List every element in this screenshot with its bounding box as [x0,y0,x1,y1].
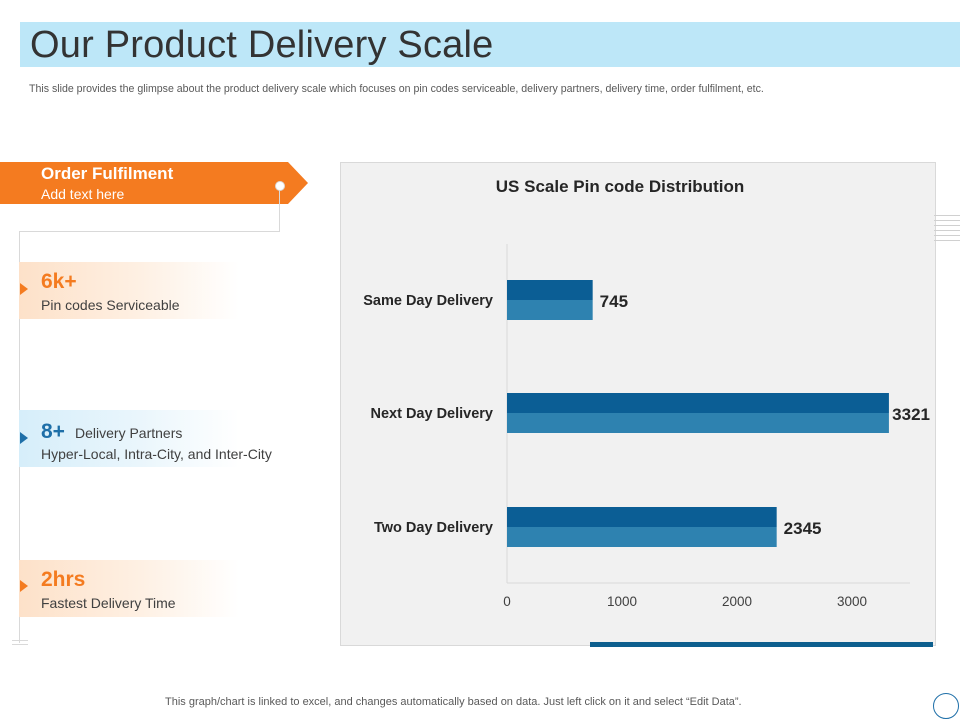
stat-value: 6k+ [41,270,77,293]
stat-label: Fastest Delivery Time [41,595,176,611]
connector-line [279,186,280,232]
timeline-end-tick [12,644,28,645]
stat-inline-label: Delivery Partners [75,425,183,441]
decorative-lines [934,215,960,245]
title-band [0,22,960,67]
triangle-bullet-icon [20,580,28,592]
stat-value: 2hrs [41,568,86,591]
x-tick-label: 0 [503,594,511,609]
bar-chart[interactable]: US Scale Pin code Distribution Same Day … [340,162,936,646]
data-label: 3321 [892,405,930,424]
divider-line [19,231,280,232]
triangle-bullet-icon [20,283,28,295]
bar-bottom-two-day-delivery [507,527,777,547]
category-label: Two Day Delivery [374,520,493,536]
category-label: Next Day Delivery [370,406,493,422]
bar-top-same-day-delivery [507,280,593,300]
order-fulfilment-banner [0,162,308,204]
footer-note: This graph/chart is linked to excel, and… [165,696,742,708]
stat-card-pin-codes [19,262,239,319]
bar-next-day-delivery[interactable] [507,393,889,433]
chart-title: US Scale Pin code Distribution [496,177,744,196]
timeline-end-tick [12,640,28,641]
banner-subtitle: Add text here [41,186,125,202]
data-label: 2345 [784,519,822,538]
category-label: Same Day Delivery [363,293,493,309]
page-subtitle: This slide provides the glimpse about th… [29,83,764,95]
triangle-bullet-icon [20,432,28,444]
bar-top-two-day-delivery [507,507,777,527]
stat-value: 8+ [41,420,65,443]
accent-bar [590,642,933,647]
bar-same-day-delivery[interactable] [507,280,593,320]
stat-label: Hyper-Local, Intra-City, and Inter-City [41,446,272,462]
x-tick-label: 1000 [607,594,637,609]
bar-two-day-delivery[interactable] [507,507,777,547]
stat-card-delivery-partners [19,410,239,467]
x-tick-label: 3000 [837,594,867,609]
page-title: Our Product Delivery Scale [30,24,494,66]
x-tick-label: 2000 [722,594,752,609]
stat-label: Pin codes Serviceable [41,297,180,313]
bar-top-next-day-delivery [507,393,889,413]
connector-dot [275,181,285,191]
circle-icon [933,693,959,719]
banner-title: Order Fulfilment [41,164,174,183]
stat-card-delivery-time [19,560,239,617]
bar-bottom-same-day-delivery [507,300,593,320]
data-label: 745 [600,292,628,311]
bar-bottom-next-day-delivery [507,413,889,433]
